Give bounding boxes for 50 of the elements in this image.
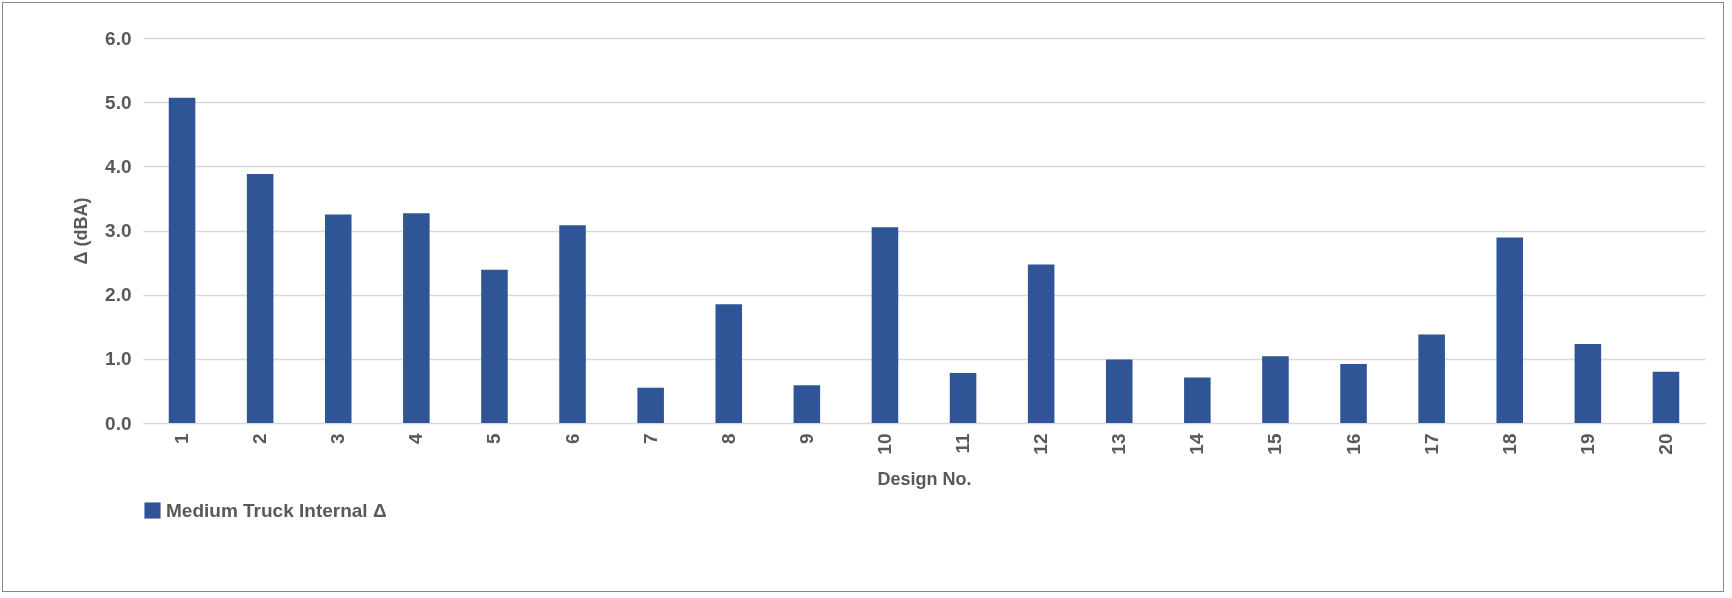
bar (559, 225, 586, 423)
y-axis-title: Δ (dBA) (71, 197, 92, 265)
bar (1262, 356, 1289, 423)
x-tick-label: 18 (1498, 433, 1520, 455)
bar (949, 372, 977, 423)
legend-label: Medium Truck Internal Δ (166, 499, 387, 521)
y-tick-label: 6.0 (105, 27, 132, 49)
y-tick-label: 3.0 (105, 220, 132, 241)
x-tick-label: 20 (1654, 433, 1676, 455)
x-tick-label: 8 (717, 433, 739, 445)
bar (871, 227, 899, 423)
x-tick-label: 17 (1420, 433, 1442, 455)
bar (793, 385, 821, 423)
x-tick-label: 16 (1342, 433, 1364, 455)
bar (1652, 371, 1680, 423)
x-axis-title: Design No. (877, 468, 972, 489)
x-tick-label: 19 (1576, 433, 1598, 455)
x-tick-label: 2 (249, 433, 271, 445)
bar (1184, 377, 1211, 423)
bar (403, 213, 430, 423)
x-tick-label: 13 (1108, 433, 1130, 455)
bar (324, 214, 352, 423)
x-tick-label: 4 (405, 433, 427, 445)
bar (637, 387, 664, 423)
y-tick-label: 2.0 (105, 284, 132, 306)
x-tick-label: 3 (327, 433, 349, 445)
y-tick-label: 1.0 (105, 348, 132, 370)
x-tick-label: 15 (1264, 433, 1286, 455)
x-tick-label: 7 (639, 433, 661, 445)
bar (1418, 334, 1445, 423)
x-tick-label: 9 (795, 433, 817, 445)
x-tick-label: 11 (952, 433, 974, 454)
bar (246, 174, 274, 423)
x-tick-label: 1 (171, 433, 193, 445)
y-tick-label: 4.0 (105, 155, 132, 177)
bar (715, 304, 743, 423)
x-tick-label: 6 (561, 433, 583, 445)
bar (1105, 359, 1133, 423)
bar (481, 269, 508, 423)
x-tick-label: 14 (1186, 433, 1208, 455)
bar (1027, 264, 1055, 423)
x-tick-label: 12 (1030, 433, 1052, 455)
x-tick-label: 5 (483, 433, 505, 445)
bar (1574, 344, 1602, 423)
x-tick-label: 10 (873, 433, 895, 455)
y-tick-label: 5.0 (105, 91, 132, 113)
bar (1340, 363, 1367, 423)
bar (1496, 237, 1524, 423)
bar (168, 97, 196, 423)
y-tick-label: 0.0 (105, 412, 132, 434)
